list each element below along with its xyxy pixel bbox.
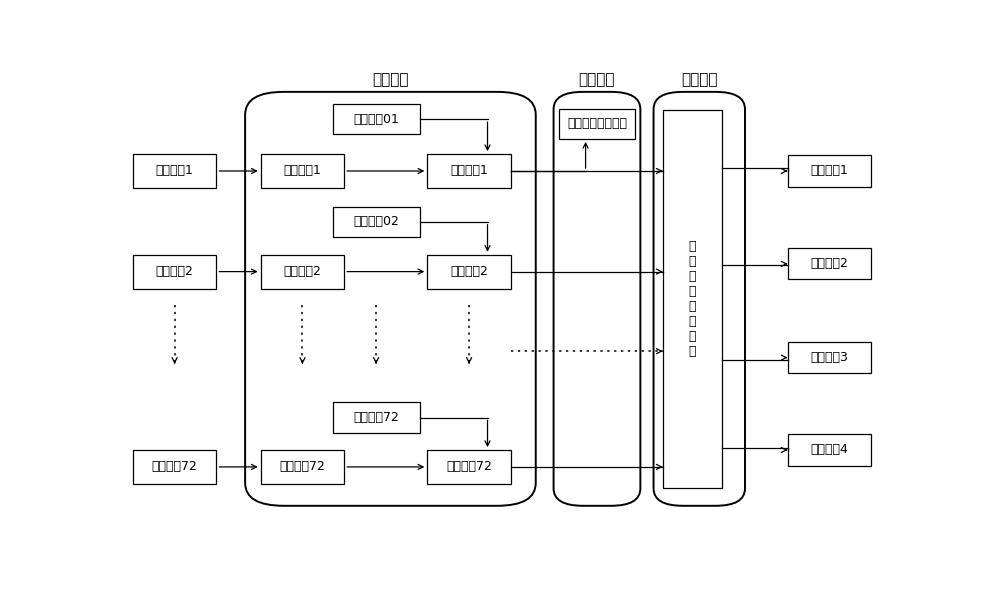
Text: 电流检测72: 电流检测72 [152, 460, 198, 473]
Text: 阈值调节72: 阈值调节72 [353, 411, 399, 424]
Text: 甄别板卡: 甄别板卡 [372, 72, 409, 87]
Bar [788, 342, 871, 373]
Text: 电流检测1: 电流检测1 [156, 165, 194, 178]
Text: 电流检测2: 电流检测2 [156, 265, 194, 278]
Bar [261, 255, 344, 289]
Bar [427, 255, 511, 289]
Text: 保护板卡: 保护板卡 [681, 72, 718, 87]
Text: 信号调理72: 信号调理72 [280, 460, 325, 473]
Text: 高压电源1: 高压电源1 [811, 165, 848, 178]
Bar [788, 248, 871, 279]
Text: 信号调理2: 信号调理2 [284, 265, 321, 278]
FancyBboxPatch shape [654, 92, 745, 506]
Bar [133, 450, 216, 484]
Bar [333, 207, 420, 237]
Bar [333, 402, 420, 432]
Text: 高压电源4: 高压电源4 [811, 444, 848, 457]
Bar [788, 434, 871, 466]
Bar [427, 450, 511, 484]
Text: 阈值甄别2: 阈值甄别2 [450, 265, 488, 278]
Text: 高压电源2: 高压电源2 [811, 257, 848, 270]
Text: 阈值甄别72: 阈值甄别72 [446, 460, 492, 473]
FancyBboxPatch shape [554, 92, 640, 506]
Text: 多道决策算法计算: 多道决策算法计算 [567, 118, 627, 130]
Bar [133, 154, 216, 188]
Text: 阈值调节01: 阈值调节01 [353, 113, 399, 126]
Text: 阈值调节02: 阈值调节02 [353, 215, 399, 228]
Bar [261, 154, 344, 188]
Text: 决策板卡: 决策板卡 [579, 72, 615, 87]
Bar [788, 156, 871, 187]
Text: 高压电源3: 高压电源3 [811, 351, 848, 364]
Text: 信号调理1: 信号调理1 [284, 165, 321, 178]
Text: 阈值甄别1: 阈值甄别1 [450, 165, 488, 178]
Text: 保
护
逻
辑
算
法
计
算: 保 护 逻 辑 算 法 计 算 [689, 240, 696, 358]
Bar [333, 104, 420, 134]
Bar [559, 109, 635, 139]
Bar [427, 154, 511, 188]
Bar [261, 450, 344, 484]
Bar [133, 255, 216, 289]
Bar [663, 110, 722, 488]
FancyBboxPatch shape [245, 92, 536, 506]
